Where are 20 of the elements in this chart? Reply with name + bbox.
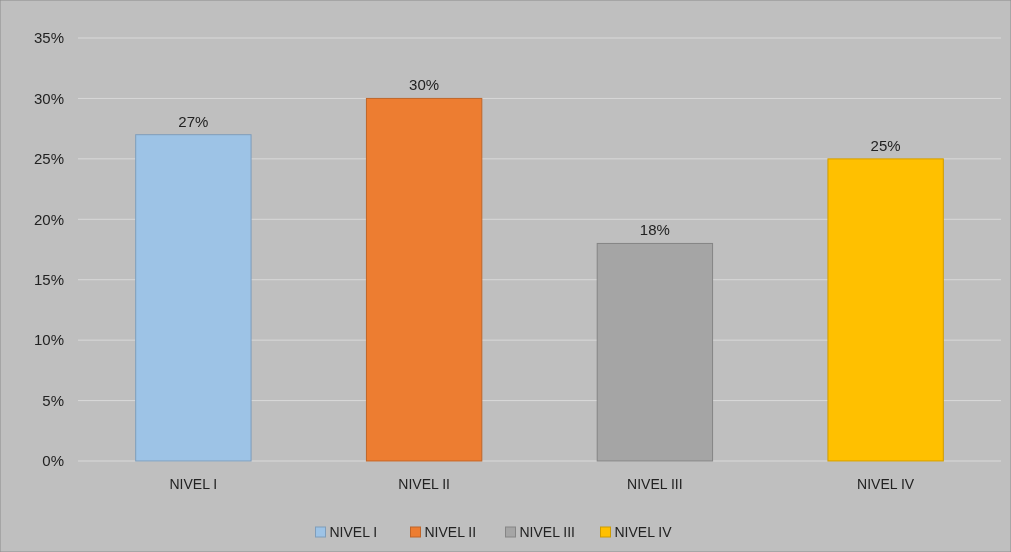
y-tick-label: 0% [42, 452, 64, 470]
data-label: 27% [178, 112, 209, 130]
legend-label: NIVEL II [424, 523, 477, 540]
x-tick-label: NIVEL IV [857, 476, 915, 492]
y-tick-label: 10% [33, 331, 64, 349]
data-label: 30% [409, 76, 440, 94]
y-tick-label: 35% [33, 29, 64, 47]
y-tick-label: 20% [33, 210, 64, 228]
y-tick-label: 5% [42, 391, 64, 409]
y-tick-label: 30% [33, 89, 64, 107]
legend-label: NIVEL IV [614, 523, 673, 540]
y-tick-label: 25% [33, 150, 64, 168]
x-tick-label: NIVEL III [627, 476, 683, 492]
legend-label: NIVEL III [519, 523, 576, 540]
data-label: 25% [870, 136, 901, 154]
x-tick-label: NIVEL I [169, 476, 218, 492]
x-tick-label: NIVEL II [398, 476, 450, 492]
data-label: 18% [639, 221, 670, 239]
legend-label: NIVEL I [329, 523, 378, 540]
y-tick-label: 15% [33, 270, 64, 288]
